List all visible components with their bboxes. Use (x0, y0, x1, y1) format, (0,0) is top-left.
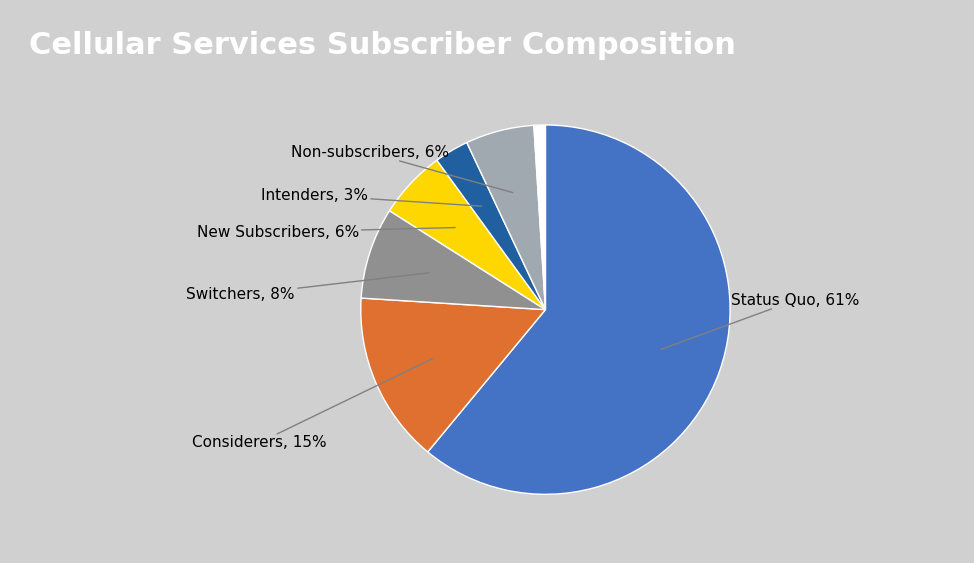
Wedge shape (534, 125, 545, 310)
Wedge shape (390, 160, 545, 310)
Wedge shape (437, 142, 545, 310)
Text: Considerers, 15%: Considerers, 15% (192, 359, 432, 450)
Text: Status Quo, 61%: Status Quo, 61% (661, 293, 859, 350)
Text: Switchers, 8%: Switchers, 8% (186, 273, 429, 302)
Text: Non-subscribers, 6%: Non-subscribers, 6% (291, 145, 513, 193)
Text: Cellular Services Subscriber Composition: Cellular Services Subscriber Composition (29, 31, 735, 60)
Wedge shape (360, 298, 545, 452)
Wedge shape (467, 126, 545, 310)
Wedge shape (361, 211, 545, 310)
Wedge shape (428, 125, 730, 494)
Text: Intenders, 3%: Intenders, 3% (261, 187, 481, 206)
Text: New Subscribers, 6%: New Subscribers, 6% (197, 225, 455, 240)
